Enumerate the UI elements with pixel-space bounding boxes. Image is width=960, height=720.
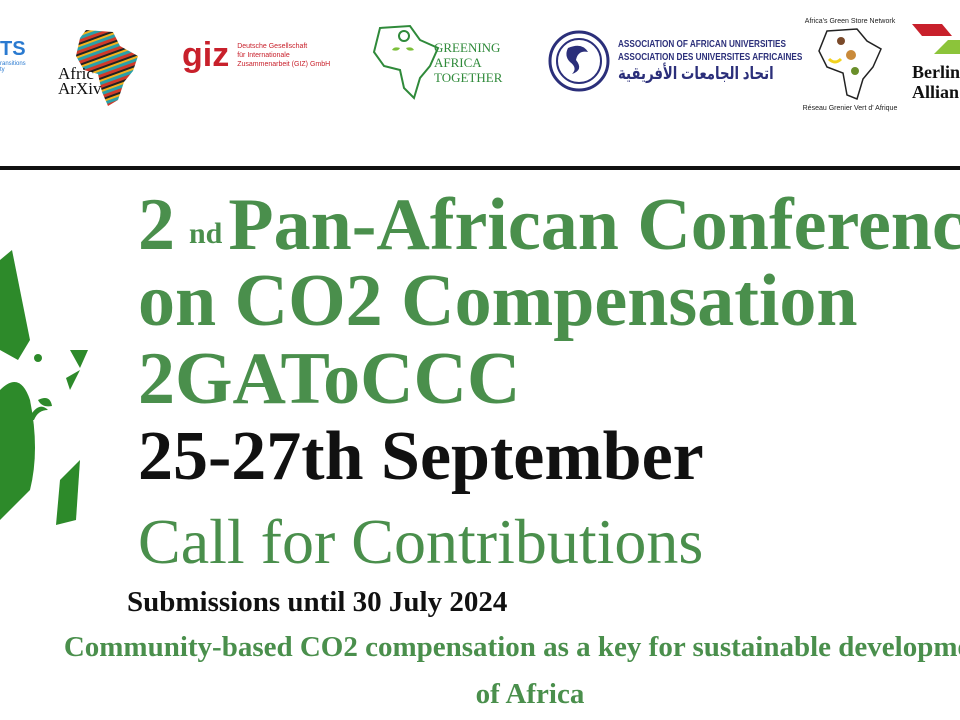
title-ordinal-suffix: nd (189, 217, 223, 250)
aau-line3: اتحاد الجامعات الأفريقية (618, 64, 774, 83)
green-store-bottom: Réseau Grenier Vert d' Afrique (802, 105, 898, 112)
title-line2: on CO2 Compensation (138, 260, 858, 342)
aau-seal-icon (548, 30, 610, 92)
giz-line3: Zusammenarbeit (GIZ) GmbH (237, 61, 331, 68)
green-store-top: Africa's Green Store Network (804, 18, 896, 25)
aau-logo: ASSOCIATION OF AFRICAN UNIVERSITIES ASSO… (548, 30, 854, 92)
africa-food-map-icon (818, 28, 882, 101)
aau-line2: ASSOCIATION DES UNIVERSITES AFRICAINES (618, 51, 803, 63)
berlin-line2: Allian (912, 82, 960, 102)
partial-logo-subtext: ransitions ty (0, 61, 26, 73)
title-line3-acronym: 2GAToCCC (138, 338, 521, 420)
greening-line2: AFRICA (434, 54, 482, 70)
divider-line (0, 166, 960, 170)
greening-line1: GREENING (434, 39, 501, 55)
africa-outline-bulb-icon (372, 24, 440, 100)
giz-mark: giz (182, 36, 230, 74)
afric-arxiv-line2: ArXiv (58, 79, 102, 98)
conference-dates: 25-27th September (138, 418, 704, 495)
afric-arxiv-logo: Afric ArXiv (58, 26, 144, 108)
giz-logo: giz Deutsche Gesellschaft für Internatio… (182, 36, 330, 75)
berlin-line1: Berlin (912, 62, 960, 82)
submission-deadline: Submissions until 30 July 2024 (127, 586, 508, 618)
theme-line1: Community-based CO2 compensation as a ke… (63, 631, 960, 663)
call-for-contributions: Call for Contributions (138, 506, 704, 577)
partial-logo-text: TS (0, 38, 26, 60)
giz-line2: für Internationale (237, 52, 290, 59)
greening-africa-logo: GREENING AFRICA TOGETHER (370, 22, 502, 102)
afric-arxiv-line1: Afric (58, 64, 94, 83)
berlin-alliance-logo: Berlin Allian (912, 24, 960, 102)
greening-line3: TOGETHER (434, 69, 503, 85)
title-line1: 2 ndPan-African Conference (138, 188, 960, 262)
title-line1-text: Pan-African Conference (228, 184, 960, 266)
sustainability-africa-illustration (0, 250, 88, 525)
partial-logo-left: TS ransitions ty (0, 38, 26, 73)
giz-line1: Deutsche Gesellschaft (237, 43, 308, 50)
berlin-alliance-mark-icon (912, 24, 960, 54)
africa-striped-map-icon (76, 30, 138, 106)
aau-line1: ASSOCIATION OF AFRICAN UNIVERSITIES (618, 38, 786, 50)
green-store-network-logo: Africa's Green Store Network Réseau Gren… (800, 18, 900, 112)
theme-line2: of Africa (475, 678, 585, 710)
title-ordinal-number: 2 (138, 184, 175, 266)
